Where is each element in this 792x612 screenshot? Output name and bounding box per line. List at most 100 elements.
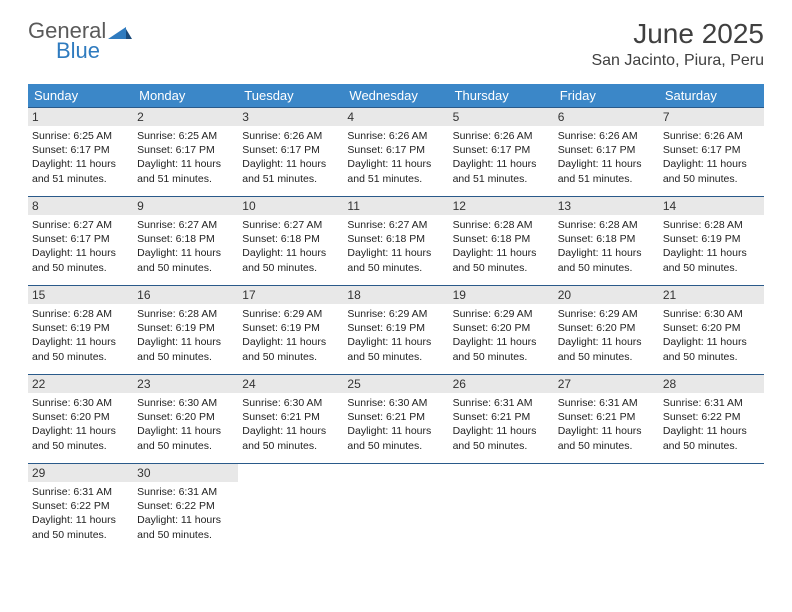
sunset-text: Sunset: 6:18 PM — [242, 232, 339, 246]
daylight-text: and 51 minutes. — [558, 172, 655, 186]
day-number: 29 — [28, 464, 133, 482]
day-cell: 14Sunrise: 6:28 AMSunset: 6:19 PMDayligh… — [659, 197, 764, 285]
daylight-text: Daylight: 11 hours — [663, 246, 760, 260]
sunrise-text: Sunrise: 6:30 AM — [663, 307, 760, 321]
daylight-text: Daylight: 11 hours — [558, 424, 655, 438]
day-number: 26 — [449, 375, 554, 393]
day-number: 17 — [238, 286, 343, 304]
logo-text-block: General Blue — [28, 18, 132, 64]
daylight-text: and 51 minutes. — [32, 172, 129, 186]
day-cell: 11Sunrise: 6:27 AMSunset: 6:18 PMDayligh… — [343, 197, 448, 285]
daylight-text: Daylight: 11 hours — [558, 246, 655, 260]
sunset-text: Sunset: 6:18 PM — [137, 232, 234, 246]
day-header-wednesday: Wednesday — [343, 84, 448, 107]
day-cell: 19Sunrise: 6:29 AMSunset: 6:20 PMDayligh… — [449, 286, 554, 374]
daylight-text: Daylight: 11 hours — [137, 424, 234, 438]
daylight-text: and 51 minutes. — [242, 172, 339, 186]
daylight-text: and 50 minutes. — [32, 439, 129, 453]
daylight-text: and 50 minutes. — [32, 350, 129, 364]
sunset-text: Sunset: 6:17 PM — [242, 143, 339, 157]
sunrise-text: Sunrise: 6:30 AM — [137, 396, 234, 410]
day-cell: 25Sunrise: 6:30 AMSunset: 6:21 PMDayligh… — [343, 375, 448, 463]
sunrise-text: Sunrise: 6:25 AM — [137, 129, 234, 143]
day-cell: 8Sunrise: 6:27 AMSunset: 6:17 PMDaylight… — [28, 197, 133, 285]
daylight-text: and 51 minutes. — [453, 172, 550, 186]
sunset-text: Sunset: 6:21 PM — [242, 410, 339, 424]
sunset-text: Sunset: 6:20 PM — [32, 410, 129, 424]
sunrise-text: Sunrise: 6:27 AM — [32, 218, 129, 232]
day-number: 22 — [28, 375, 133, 393]
sunrise-text: Sunrise: 6:28 AM — [137, 307, 234, 321]
daylight-text: and 50 minutes. — [453, 350, 550, 364]
daylight-text: and 50 minutes. — [242, 261, 339, 275]
title-block: June 2025 San Jacinto, Piura, Peru — [591, 18, 764, 70]
day-header-saturday: Saturday — [659, 84, 764, 107]
day-number: 12 — [449, 197, 554, 215]
sunrise-text: Sunrise: 6:31 AM — [137, 485, 234, 499]
sunset-text: Sunset: 6:22 PM — [137, 499, 234, 513]
sunset-text: Sunset: 6:17 PM — [347, 143, 444, 157]
sunrise-text: Sunrise: 6:26 AM — [242, 129, 339, 143]
empty-day-cell — [554, 464, 659, 552]
daylight-text: Daylight: 11 hours — [32, 335, 129, 349]
day-cell: 12Sunrise: 6:28 AMSunset: 6:18 PMDayligh… — [449, 197, 554, 285]
day-cell: 27Sunrise: 6:31 AMSunset: 6:21 PMDayligh… — [554, 375, 659, 463]
weeks-container: 1 Sunrise: 6:25 AM Sunset: 6:17 PM Daylight… — [28, 107, 764, 552]
daylight-text: Daylight: 11 hours — [558, 335, 655, 349]
day-cell: 23Sunrise: 6:30 AMSunset: 6:20 PMDayligh… — [133, 375, 238, 463]
daylight-text: Daylight: 11 hours — [242, 246, 339, 260]
day-cell: 16Sunrise: 6:28 AMSunset: 6:19 PMDayligh… — [133, 286, 238, 374]
empty-day-cell — [343, 464, 448, 552]
sunset-text: Sunset: 6:20 PM — [453, 321, 550, 335]
sunset-text: Sunset: 6:20 PM — [137, 410, 234, 424]
daylight-text: Daylight: 11 hours — [453, 424, 550, 438]
daylight-text: Daylight: 11 hours — [453, 335, 550, 349]
week-row: 29Sunrise: 6:31 AMSunset: 6:22 PMDayligh… — [28, 463, 764, 552]
day-cell: 10Sunrise: 6:27 AMSunset: 6:18 PMDayligh… — [238, 197, 343, 285]
day-cell: 28Sunrise: 6:31 AMSunset: 6:22 PMDayligh… — [659, 375, 764, 463]
week-row: 1Sunrise: 6:25 AMSunset: 6:17 PMDaylight… — [28, 107, 764, 196]
sunrise-text: Sunrise: 6:29 AM — [242, 307, 339, 321]
daylight-text: and 50 minutes. — [137, 439, 234, 453]
day-cell: 13Sunrise: 6:28 AMSunset: 6:18 PMDayligh… — [554, 197, 659, 285]
daylight-text: Daylight: 11 hours — [347, 246, 444, 260]
daylight-text: and 50 minutes. — [137, 350, 234, 364]
day-cell: 2Sunrise: 6:25 AMSunset: 6:17 PMDaylight… — [133, 108, 238, 196]
daylight-text: and 50 minutes. — [32, 261, 129, 275]
day-number: 5 — [449, 108, 554, 126]
day-cell: 20Sunrise: 6:29 AMSunset: 6:20 PMDayligh… — [554, 286, 659, 374]
daylight-text: and 50 minutes. — [663, 261, 760, 275]
sunset-text: Sunset: 6:17 PM — [32, 143, 129, 157]
day-number: 9 — [133, 197, 238, 215]
day-header-thursday: Thursday — [449, 84, 554, 107]
daylight-text: Daylight: 11 hours — [242, 335, 339, 349]
daylight-text: and 50 minutes. — [347, 350, 444, 364]
sunset-text: Sunset: 6:21 PM — [347, 410, 444, 424]
day-number: 7 — [659, 108, 764, 126]
daylight-text: Daylight: 11 hours — [663, 335, 760, 349]
day-header-row: Sunday Monday Tuesday Wednesday Thursday… — [28, 84, 764, 107]
daylight-text: and 50 minutes. — [558, 439, 655, 453]
sunrise-text: Sunrise: 6:26 AM — [558, 129, 655, 143]
daylight-text: and 50 minutes. — [347, 439, 444, 453]
sunrise-text: Sunrise: 6:31 AM — [32, 485, 129, 499]
daylight-text: and 50 minutes. — [137, 528, 234, 542]
day-header-tuesday: Tuesday — [238, 84, 343, 107]
sunrise-text: Sunrise: 6:28 AM — [558, 218, 655, 232]
day-number: 1 — [28, 108, 133, 126]
logo-mark-icon — [108, 23, 132, 44]
day-cell: 9Sunrise: 6:27 AMSunset: 6:18 PMDaylight… — [133, 197, 238, 285]
daylight-text: Daylight: 11 hours — [453, 246, 550, 260]
sunset-text: Sunset: 6:17 PM — [453, 143, 550, 157]
day-number: 8 — [28, 197, 133, 215]
day-cell: 29Sunrise: 6:31 AMSunset: 6:22 PMDayligh… — [28, 464, 133, 552]
sunrise-text: Sunrise: 6:28 AM — [663, 218, 760, 232]
day-number: 30 — [133, 464, 238, 482]
day-header-monday: Monday — [133, 84, 238, 107]
week-row: 22Sunrise: 6:30 AMSunset: 6:20 PMDayligh… — [28, 374, 764, 463]
sunset-text: Sunset: 6:20 PM — [663, 321, 760, 335]
day-number: 19 — [449, 286, 554, 304]
day-number: 24 — [238, 375, 343, 393]
day-number: 18 — [343, 286, 448, 304]
sunrise-text: Sunrise: 6:27 AM — [242, 218, 339, 232]
